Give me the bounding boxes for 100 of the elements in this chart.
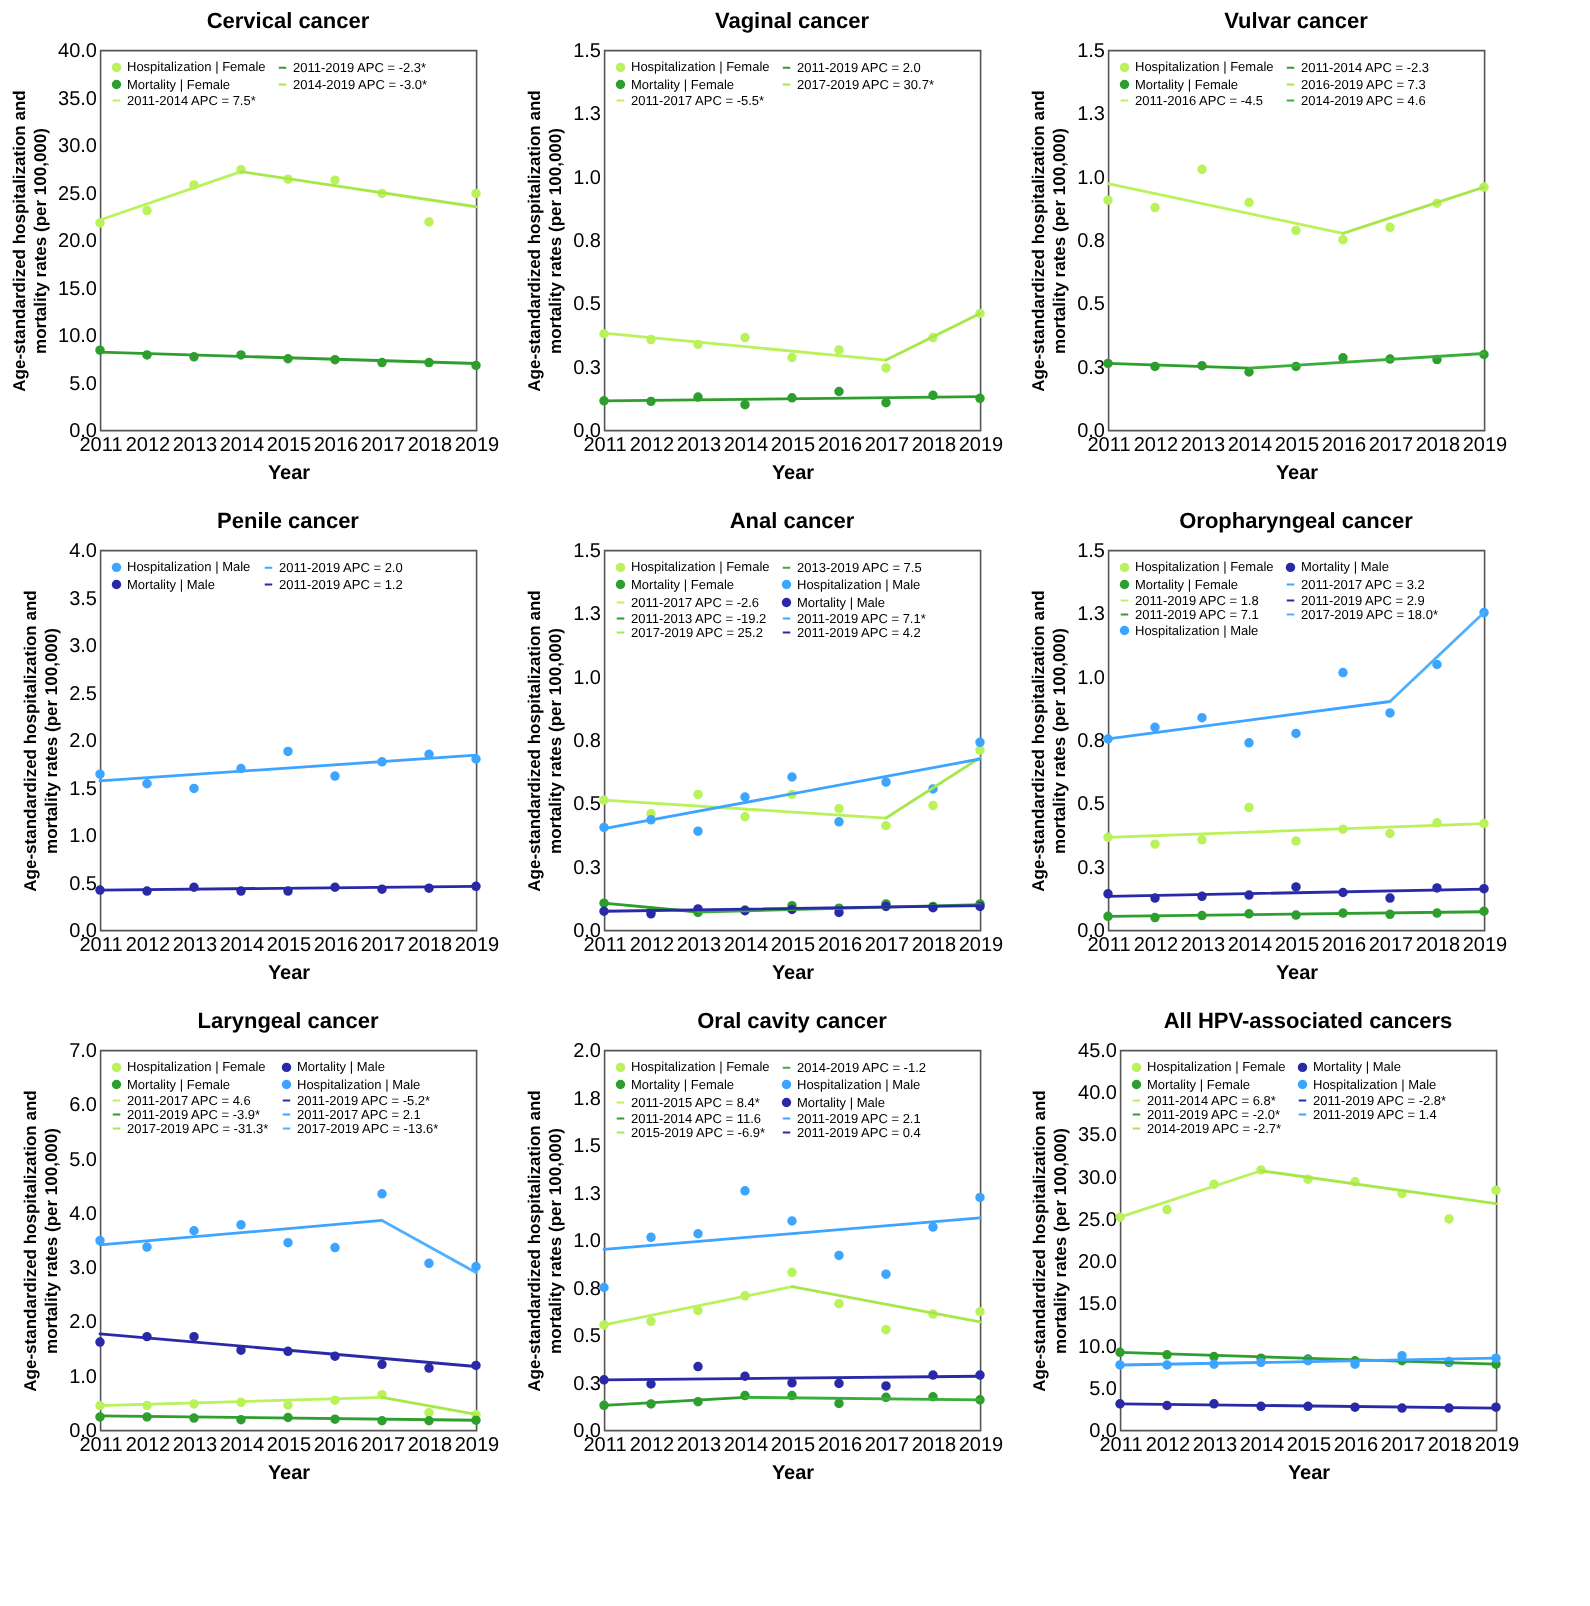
x-tick-label: 2012 (1133, 935, 1180, 957)
x-tick-label: 2018 (1415, 435, 1462, 457)
y-tick-label: 1.0 (573, 1231, 602, 1253)
y-tick-label: 1.3 (573, 604, 602, 627)
x-tick-label: 2017 (360, 1435, 407, 1457)
y-tick-label: 1.5 (573, 541, 602, 563)
y-axis-title: Age-standardized hospitalization and mortality rates (per 100,000) (1028, 90, 1070, 392)
x-tick-label: 2014 (723, 935, 770, 957)
y-tick-label: 1.3 (573, 104, 602, 127)
y-tick-label: 20.0 (58, 231, 98, 253)
y-tick-label: 1.8 (573, 1088, 602, 1111)
x-tick-label: 2012 (125, 1435, 172, 1457)
x-tick-label: 2012 (125, 935, 172, 957)
x-tick-label: 2017 (1368, 435, 1415, 457)
y-tick-label: 0.3 (1077, 857, 1106, 880)
y-axis-title: Age-standardized hospitalization and mortality rates (per 100,000) (1028, 590, 1070, 892)
y-tick-label: 1.0 (573, 167, 602, 190)
x-tick-label: 2016 (1321, 935, 1368, 957)
y-tick-label: 3.0 (69, 636, 98, 658)
x-tick-label: 2013 (172, 435, 219, 457)
y-axis-title: Age-standardized hospitalization and mortality rates (per 100,000) (524, 590, 566, 892)
x-tick-label: 2012 (1145, 1435, 1192, 1457)
y-tick-label: 0.8 (1077, 731, 1106, 753)
x-tick-label: 2018 (1427, 1435, 1474, 1457)
x-tick-label: 2019 (958, 435, 1005, 457)
y-tick-label: 1.5 (69, 778, 98, 801)
y-tick-label: 40.0 (58, 41, 98, 63)
x-tick-label: 2018 (911, 935, 958, 957)
x-tick-label: 2015 (770, 935, 817, 957)
y-tick-label: 10.0 (58, 326, 98, 348)
x-tick-label: 2016 (817, 435, 864, 457)
y-tick-label: 1.0 (69, 1366, 98, 1389)
chart-title: Anal cancer (729, 510, 856, 534)
x-tick-label: 2012 (629, 1435, 676, 1457)
x-tick-label: 2013 (676, 935, 723, 957)
y-tick-label: 2.0 (69, 731, 98, 753)
y-tick-label: 20.0 (1078, 1252, 1118, 1275)
y-tick-label: 0.5 (69, 873, 98, 896)
chart-title: Vulvar cancer (1224, 10, 1370, 34)
chart-title: Cervical cancer (206, 10, 371, 34)
y-tick-label: 0.5 (573, 1326, 602, 1348)
y-tick-label: 10.0 (1078, 1336, 1118, 1359)
x-axis-title: Year (1275, 463, 1319, 485)
x-axis-title: Year (771, 963, 815, 985)
y-tick-label: 5.0 (1089, 1378, 1118, 1401)
y-axis-title: Age-standardized hospitalization and mortality rates (per 100,000) (20, 590, 62, 892)
y-tick-label: 2.0 (573, 1041, 602, 1063)
x-tick-label: 2018 (407, 435, 454, 457)
y-tick-label: 5.0 (69, 373, 98, 396)
x-tick-label: 2016 (313, 935, 360, 957)
y-tick-label: 1.5 (573, 1136, 602, 1158)
x-tick-label: 2013 (1180, 935, 1227, 957)
x-tick-label: 2013 (1180, 435, 1227, 457)
x-tick-label: 2016 (817, 1435, 864, 1457)
x-tick-label: 2015 (266, 1435, 313, 1457)
x-tick-label: 2014 (219, 1435, 266, 1457)
y-tick-label: 1.5 (1077, 41, 1106, 63)
x-tick-label: 2016 (1333, 1435, 1380, 1457)
x-tick-label: 2015 (1274, 435, 1321, 457)
x-tick-label: 2014 (723, 1435, 770, 1457)
y-tick-label: 0.5 (573, 794, 602, 817)
x-tick-label: 2017 (864, 935, 911, 957)
x-tick-label: 2019 (1474, 1435, 1521, 1457)
y-tick-label: 30.0 (58, 136, 98, 158)
x-tick-label: 2016 (817, 935, 864, 957)
y-tick-label: 0.5 (1077, 294, 1106, 317)
y-tick-label: 25.0 (1078, 1209, 1118, 1232)
x-tick-label: 2012 (629, 935, 676, 957)
x-tick-label: 2017 (1380, 1435, 1427, 1457)
x-tick-label: 2012 (1133, 435, 1180, 457)
y-tick-label: 4.0 (69, 1203, 98, 1226)
x-tick-label: 2019 (958, 935, 1005, 957)
y-axis-title: Age-standardized hospitalization and mortality rates (per 100,000) (9, 90, 51, 392)
x-tick-label: 2013 (172, 935, 219, 957)
x-tick-label: 2019 (1462, 935, 1509, 957)
y-tick-label: 1.0 (573, 667, 602, 690)
x-tick-label: 2015 (266, 435, 313, 457)
x-tick-label: 2014 (1227, 435, 1274, 457)
y-tick-label: 1.3 (1077, 604, 1106, 627)
y-tick-label: 25.0 (58, 183, 98, 206)
y-tick-label: 0.5 (1077, 794, 1106, 817)
x-tick-label: 2014 (219, 435, 266, 457)
y-tick-label: 35.0 (1078, 1125, 1118, 1148)
x-tick-label: 2014 (1239, 1435, 1286, 1457)
x-axis-title: Year (1275, 963, 1319, 985)
chart-title: Penile cancer (217, 510, 361, 534)
x-tick-label: 2014 (723, 435, 770, 457)
x-tick-label: 2012 (629, 435, 676, 457)
x-tick-label: 2014 (219, 935, 266, 957)
x-tick-label: 2012 (125, 435, 172, 457)
x-tick-label: 2015 (266, 935, 313, 957)
x-tick-label: 2019 (1462, 435, 1509, 457)
x-tick-label: 2013 (676, 1435, 723, 1457)
x-tick-label: 2019 (454, 1435, 501, 1457)
y-tick-label: 5.0 (69, 1149, 98, 1172)
x-tick-label: 2016 (1321, 435, 1368, 457)
x-tick-label: 2016 (313, 1435, 360, 1457)
x-tick-label: 2017 (1368, 935, 1415, 957)
y-tick-label: 0.8 (573, 731, 602, 753)
y-tick-label: 2.5 (69, 683, 98, 706)
